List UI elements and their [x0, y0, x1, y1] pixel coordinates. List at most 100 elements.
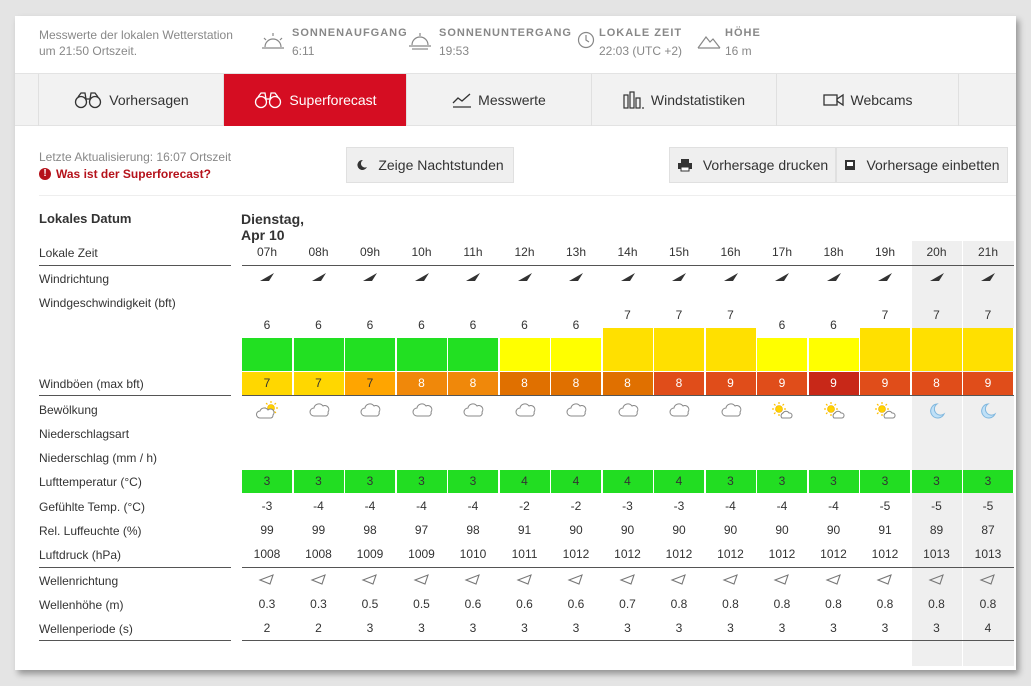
wave-arrow-icon: [515, 574, 532, 585]
pressure-cell: 1009: [356, 547, 384, 561]
feels-like-cell: -4: [725, 499, 736, 513]
hour-label: 17h: [771, 245, 793, 259]
gust-cell: 9: [757, 372, 808, 395]
feels-like-cell: -3: [261, 499, 273, 513]
wave-period-cell: 2: [315, 621, 322, 635]
wind-direction-cell: [860, 271, 910, 283]
wind-direction-cell: [397, 271, 447, 283]
station-info-text: Messwerte der lokalen Wetterstation um 2…: [39, 27, 254, 59]
column-divider: [242, 265, 1014, 266]
air-temp-cell: 4: [499, 470, 551, 493]
tab-messwerte-label: Messwerte: [478, 92, 546, 108]
feels-like-cell: -4: [467, 499, 479, 513]
show-night-hours-button[interactable]: Zeige Nachtstunden: [346, 147, 514, 183]
wave-period-cell: 3: [418, 621, 425, 635]
tab-spacer: [15, 74, 39, 126]
cloud-cell: [500, 401, 550, 421]
wave-height-cell: 0.3: [310, 597, 327, 611]
night-hour-column: [963, 241, 1014, 666]
hour-label: 21h: [977, 245, 999, 259]
tab-webcams[interactable]: Webcams: [777, 74, 959, 126]
cloud-icon: [309, 403, 329, 417]
wave-height-cell: 0.7: [619, 597, 636, 611]
column-divider: [242, 640, 1014, 641]
gust-cell: 8: [654, 372, 705, 395]
wave-direction-cell: [551, 573, 601, 585]
feels-like-cell: -2: [519, 499, 530, 513]
humidity-cell: 90: [723, 523, 738, 537]
gust-cell: 9: [963, 372, 1014, 395]
wind-arrow-icon: [878, 273, 892, 281]
wave-arrow-icon: [824, 574, 841, 585]
row-label-air-temp: Lufttemperatur (°C): [39, 475, 142, 489]
gust-cell: 8: [551, 372, 602, 395]
wind-direction-cell: [912, 271, 962, 283]
wave-height-cell: 0.8: [825, 597, 842, 611]
binoculars-icon: [255, 92, 282, 109]
cloud-cell: [654, 401, 704, 421]
wind-arrow-icon: [929, 273, 944, 281]
humidity-cell: 98: [466, 523, 480, 537]
wind-speed-value: 6: [418, 318, 425, 332]
wind-speed-bar: [860, 328, 911, 371]
tab-superforecast[interactable]: Superforecast: [224, 74, 407, 126]
wave-height-cell: 0.8: [979, 597, 997, 611]
cloud-cell: [706, 401, 756, 421]
wave-height-cell: 0.8: [928, 597, 945, 611]
clock-icon: [577, 31, 595, 49]
sunrise-value: 6:11: [292, 44, 315, 58]
wave-direction-cell: [757, 573, 807, 585]
night-hour-column: [911, 241, 962, 666]
wave-height-cell: 0.6: [464, 597, 482, 611]
wind-arrow-icon: [466, 273, 480, 281]
wave-height-cell: 0.8: [876, 597, 894, 611]
wind-speed-bar: [242, 338, 293, 371]
row-label-feels-like: Gefühlte Temp. (°C): [39, 500, 145, 514]
wind-speed-value: 7: [675, 308, 683, 322]
wind-arrow-icon: [569, 273, 583, 281]
cloud-cell: [345, 401, 395, 421]
forecast-card: Messwerte der lokalen Wetterstation um 2…: [15, 16, 1016, 670]
wave-period-cell: 3: [624, 621, 631, 635]
row-label-local-time: Lokale Zeit: [39, 246, 98, 260]
hour-label: 13h: [565, 245, 587, 259]
tab-vorhersagen[interactable]: Vorhersagen: [39, 74, 224, 126]
pressure-cell: 1009: [408, 547, 435, 561]
tab-windstatistiken[interactable]: Windstatistiken: [592, 74, 777, 126]
embed-forecast-button[interactable]: Vorhersage einbetten: [836, 147, 1008, 183]
tab-superforecast-label: Superforecast: [289, 92, 377, 108]
wind-direction-cell: [345, 271, 395, 283]
gust-cell: 8: [602, 372, 654, 395]
sunrise-label: Sonnenaufgang: [292, 27, 408, 39]
wind-speed-value: 7: [881, 308, 889, 322]
printer-icon: [677, 159, 692, 172]
wave-direction-cell: [397, 573, 447, 585]
sunrise-icon: [262, 33, 284, 49]
wind-direction-cell: [809, 271, 859, 283]
wave-arrow-icon: [979, 574, 995, 585]
wave-period-cell: 4: [984, 621, 992, 635]
tab-windstatistiken-label: Windstatistiken: [650, 92, 746, 108]
cloud-icon: [618, 403, 638, 417]
wind-speed-bar: [705, 328, 757, 371]
tab-messwerte[interactable]: Messwerte: [407, 74, 592, 126]
pressure-cell: 1012: [717, 547, 744, 561]
gust-cell: 7: [345, 372, 396, 395]
subbar-divider: [39, 195, 1016, 196]
row-label-clouds: Bewölkung: [39, 403, 98, 417]
air-temp-cell: 3: [705, 470, 757, 493]
wind-direction-cell: [654, 271, 704, 283]
print-forecast-button[interactable]: Vorhersage drucken: [669, 147, 836, 183]
row-label-pressure: Luftdruck (hPa): [39, 548, 122, 562]
sunset-icon: [409, 33, 431, 50]
tab-webcams-label: Webcams: [850, 92, 913, 108]
wind-arrow-icon: [517, 273, 532, 281]
pressure-cell: 1012: [871, 547, 899, 561]
feels-like-cell: -4: [364, 499, 376, 513]
wind-speed-value: 6: [572, 318, 580, 332]
wave-direction-cell: [345, 573, 395, 585]
sunset-value: 19:53: [439, 44, 470, 58]
what-is-superforecast-link[interactable]: ! Was ist der Superforecast?: [39, 167, 211, 181]
wave-period-cell: 3: [830, 621, 837, 635]
sun-cloud-icon: [772, 402, 793, 419]
